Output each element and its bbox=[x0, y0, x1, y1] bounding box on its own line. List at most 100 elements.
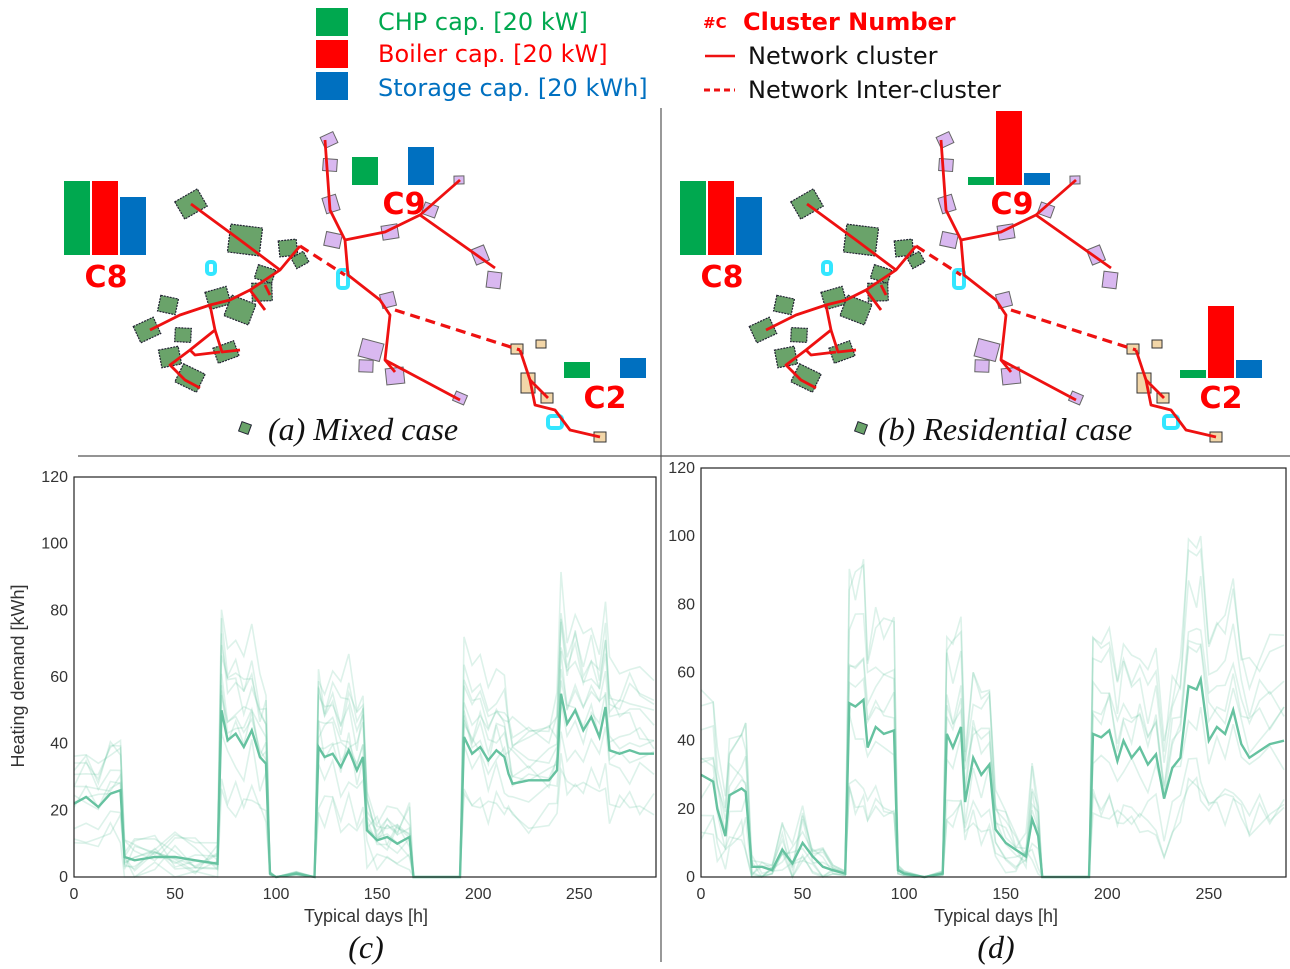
building-residential bbox=[323, 230, 343, 250]
network-cluster-line bbox=[864, 289, 883, 311]
legend-cluster-number: Cluster Number bbox=[743, 8, 956, 36]
building-residential bbox=[935, 130, 955, 150]
network-cluster-line bbox=[879, 284, 888, 296]
building-mixed bbox=[174, 326, 192, 344]
network-cluster-line bbox=[168, 304, 217, 390]
building-residential bbox=[974, 359, 990, 373]
x-tick-label: 200 bbox=[465, 886, 492, 903]
capacity-bar-storage bbox=[620, 358, 646, 378]
mean-demand-line bbox=[73, 693, 654, 879]
building-demand-line bbox=[73, 726, 655, 878]
storage-building-outline bbox=[1162, 414, 1180, 430]
capacity-bar-chp bbox=[64, 181, 90, 255]
cluster-label: C8 bbox=[85, 260, 128, 295]
building-residential bbox=[485, 270, 503, 290]
building-residential bbox=[358, 359, 374, 373]
x-tick-label: 200 bbox=[1094, 886, 1121, 903]
y-tick-label: 60 bbox=[50, 669, 68, 686]
chart-c-mean-series bbox=[73, 693, 654, 879]
network-cluster-line bbox=[518, 349, 601, 439]
network-inter-cluster-line bbox=[394, 308, 521, 352]
cluster-label: C2 bbox=[1200, 381, 1243, 416]
building-residential bbox=[1101, 270, 1119, 290]
legend-network-inter-label: Network Inter-cluster bbox=[748, 76, 1001, 104]
network-cluster-line bbox=[805, 349, 837, 357]
capacity-bar-chp bbox=[968, 177, 994, 185]
building-residential bbox=[994, 290, 1014, 310]
building-mixed bbox=[748, 316, 778, 344]
capacity-bar-chp bbox=[564, 362, 590, 378]
storage-building-outline bbox=[821, 260, 833, 276]
plot-frame bbox=[700, 467, 1287, 878]
capacity-bar-boiler bbox=[708, 181, 734, 255]
network-cluster-line bbox=[323, 139, 461, 402]
building-mixed bbox=[132, 316, 162, 344]
building-residential bbox=[319, 130, 339, 150]
legend-building-mark bbox=[237, 420, 253, 436]
capacity-bar-chp bbox=[1180, 370, 1206, 378]
chart-c-xlabel: Typical days [h] bbox=[304, 906, 428, 926]
network-cluster-line bbox=[248, 289, 267, 311]
building-residential bbox=[384, 366, 406, 386]
x-tick-label: 50 bbox=[794, 886, 812, 903]
y-tick-label: 80 bbox=[677, 596, 695, 613]
building-residential bbox=[938, 157, 954, 173]
network-cluster-line bbox=[1134, 349, 1217, 439]
x-tick-label: 150 bbox=[992, 886, 1019, 903]
building-demand-line bbox=[73, 621, 655, 879]
building-residential bbox=[378, 290, 398, 310]
capacity-bar-storage bbox=[1024, 173, 1050, 185]
building-demand-line bbox=[700, 627, 1285, 879]
x-tick-label: 50 bbox=[166, 886, 184, 903]
map-b-capacity-bars: C8 C9 C2 bbox=[680, 111, 1262, 416]
network-cluster-line bbox=[1145, 379, 1165, 399]
network-cluster-line bbox=[213, 329, 241, 354]
capacity-bar-storage bbox=[1236, 360, 1262, 378]
map-a-caption: (a) Mixed case bbox=[268, 411, 458, 447]
network-cluster-line bbox=[190, 202, 281, 272]
building-demand-line bbox=[700, 642, 1285, 878]
mean-demand-line bbox=[700, 674, 1285, 879]
capacity-bar-chp bbox=[680, 181, 706, 255]
network-cluster-line bbox=[1035, 213, 1112, 270]
capacity-bar-storage bbox=[120, 197, 146, 255]
building-demand-line bbox=[700, 777, 1285, 879]
building-residential bbox=[939, 230, 959, 250]
building-demand-line bbox=[700, 535, 1285, 878]
building-mixed bbox=[156, 294, 180, 316]
x-tick-label: 0 bbox=[70, 886, 79, 903]
network-cluster-line bbox=[829, 329, 857, 354]
legend-storage-label: Storage cap. [20 kWh] bbox=[378, 74, 648, 102]
map-a-network bbox=[149, 139, 601, 439]
building-mixed bbox=[790, 326, 808, 344]
chart-d: 0 20 40 60 80 100 120 0 50 100 150 200 250 Typical d… bbox=[668, 460, 1287, 965]
building-residential bbox=[973, 337, 1001, 363]
chart-c-axes: 0 20 40 60 80 100 120 0 50 100 150 200 250 bbox=[41, 469, 657, 903]
building-mixed bbox=[772, 294, 796, 316]
map-a-capacity-bars: C8 C9 C2 bbox=[64, 147, 646, 416]
network-cluster-line bbox=[939, 139, 1077, 402]
chart-d-axes: 0 20 40 60 80 100 120 0 50 100 150 200 250 bbox=[668, 460, 1287, 903]
network-cluster-line bbox=[149, 245, 302, 332]
cluster-label: C9 bbox=[991, 187, 1034, 222]
building-demand-line bbox=[700, 776, 1285, 879]
building-mixed bbox=[226, 223, 264, 257]
network-cluster-line bbox=[419, 213, 496, 270]
building-c2 bbox=[535, 339, 547, 349]
network-cluster-line bbox=[784, 304, 833, 390]
network-inter-cluster-line bbox=[1010, 308, 1137, 352]
capacity-bar-chp bbox=[352, 157, 378, 185]
building-demand-line bbox=[73, 618, 655, 879]
building-mixed bbox=[839, 294, 873, 326]
legend-boiler-swatch bbox=[316, 40, 348, 68]
cluster-label: C9 bbox=[383, 187, 426, 222]
y-tick-label: 0 bbox=[686, 869, 695, 886]
legend-cluster-marker: #C bbox=[703, 14, 727, 32]
map-b-caption: (b) Residential case bbox=[878, 411, 1132, 447]
legend-chp-swatch bbox=[316, 8, 348, 36]
chart-c: 0 20 40 60 80 100 120 0 50 100 150 200 250 Heating d… bbox=[8, 469, 657, 965]
building-mixed bbox=[290, 250, 310, 270]
legend-network-cluster-label: Network cluster bbox=[748, 42, 938, 70]
network-inter-cluster-line bbox=[915, 244, 962, 277]
